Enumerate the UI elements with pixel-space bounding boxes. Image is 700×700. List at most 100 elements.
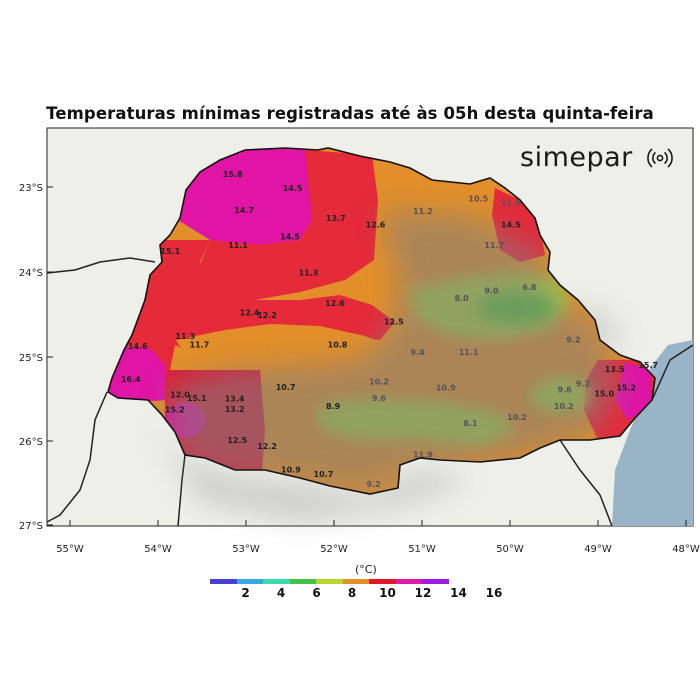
colorbar-tick: 16: [485, 586, 503, 600]
station-value: 12.4: [240, 308, 260, 317]
station-value: 12.2: [257, 311, 277, 320]
station-value: 14.7: [234, 206, 254, 215]
colorbar-swatch: [342, 579, 369, 584]
colorbar-tick: 12: [414, 586, 432, 600]
station-value: 8.9: [326, 402, 341, 411]
station-value: 13.5: [605, 365, 625, 374]
lon-label: 53°W: [232, 544, 260, 555]
station-value: 12.0: [170, 390, 190, 399]
ocean: [612, 340, 693, 526]
colorbar-swatch: [263, 579, 290, 584]
station-value: 14.6: [128, 342, 148, 351]
station-value: 11.9: [413, 450, 433, 459]
station-value: 15.2: [616, 384, 636, 393]
station-value: 14.5: [501, 221, 521, 230]
lon-label: 50°W: [496, 544, 524, 555]
colorbar-tick: 14: [450, 586, 467, 600]
station-value: 11.1: [459, 348, 479, 357]
station-value: 15.2: [165, 406, 185, 415]
lat-label: 24°S: [19, 268, 43, 279]
station-value: 9.4: [411, 348, 426, 357]
station-value: 10.5: [468, 194, 488, 203]
colorbar-tick: 10: [379, 586, 396, 600]
station-value: 10.9: [281, 466, 301, 475]
lon-label: 48°W: [672, 544, 700, 555]
station-value: 13.2: [225, 405, 245, 414]
axis-ticks: [47, 186, 687, 526]
station-value: 6.8: [522, 283, 537, 292]
station-value: 13.4: [225, 395, 245, 404]
logo-text: simepar: [520, 142, 633, 173]
station-value: 9.6: [372, 394, 387, 403]
station-value: 12.6: [325, 299, 345, 308]
radio-wave-icon: [646, 147, 673, 168]
colorbar-swatch: [422, 579, 449, 584]
station-value: 8.1: [463, 419, 478, 428]
station-value: 9.2: [566, 336, 580, 345]
lon-label: 54°W: [144, 544, 172, 555]
lon-label: 52°W: [320, 544, 348, 555]
station-value: 11.3: [175, 332, 195, 341]
lat-label: 25°S: [19, 353, 43, 364]
station-value: 14.5: [280, 232, 300, 241]
station-values: 15.8 14.5 14.7 13.7 12.6 11.2 10.5 11.8 14.5 11.7…: [121, 170, 658, 489]
lon-label: 51°W: [408, 544, 436, 555]
station-value: 11.7: [190, 341, 210, 350]
lon-label: 55°W: [56, 544, 84, 555]
station-value: 15.1: [187, 394, 207, 403]
colorbar-swatch: [369, 579, 396, 584]
lat-label: 23°S: [19, 183, 43, 194]
simepar-logo: simepar: [520, 142, 675, 173]
station-value: 15.0: [594, 390, 614, 399]
colorbar-labels: 2 4 6 8 10 12 14 16: [210, 586, 530, 602]
station-value: 11.3: [299, 269, 319, 278]
station-value: 10.7: [276, 383, 296, 392]
colorbar-swatch: [395, 579, 422, 584]
station-value: 12.5: [227, 436, 247, 445]
station-value: 13.7: [326, 214, 346, 223]
station-value: 12.6: [366, 221, 386, 230]
station-value: 15.7: [638, 361, 658, 370]
station-value: 11.7: [484, 241, 504, 250]
colorbar-tick: 4: [276, 586, 286, 600]
colorbar-tick: 2: [241, 586, 250, 600]
lon-label: 49°W: [584, 544, 612, 555]
colorbar-tick: 6: [312, 586, 321, 600]
lat-label: 27°S: [19, 521, 43, 532]
station-value: 10.7: [314, 470, 334, 479]
colorbar-swatch: [236, 579, 263, 584]
station-value: 8.0: [455, 294, 470, 303]
colorbar-swatch: [289, 579, 316, 584]
station-value: 10.2: [507, 413, 527, 422]
colorbar-swatch: [210, 579, 237, 584]
neighbor-borders: [46, 257, 694, 527]
station-value: 15.8: [223, 170, 243, 179]
mask-outside: [150, 300, 620, 520]
station-value: 9.2: [576, 379, 590, 388]
colorbar-tick: 8: [347, 586, 357, 600]
station-value: 10.8: [328, 341, 348, 350]
station-value: 9.2: [367, 480, 381, 489]
temperature-field: [108, 148, 655, 494]
colorbar: [210, 579, 449, 584]
map-title: Temperaturas mínimas registradas até às …: [46, 104, 654, 123]
station-value: 14.5: [283, 184, 303, 193]
station-value: 9.0: [484, 287, 499, 296]
station-value: 10.2: [369, 378, 389, 387]
station-value: 12.2: [257, 442, 277, 451]
station-value: 15.1: [160, 247, 180, 256]
station-value: 12.5: [384, 318, 404, 327]
lat-label: 26°S: [19, 437, 43, 448]
longitude-labels: 55°W 54°W 53°W 52°W 51°W 50°W 49°W 48°W: [56, 544, 700, 555]
station-value: 11.8: [501, 199, 521, 208]
station-value: 10.9: [436, 384, 456, 393]
colorbar-swatch: [316, 579, 343, 584]
station-value: 10.2: [554, 402, 574, 411]
latitude-labels: 23°S 24°S 25°S 26°S 27°S: [19, 183, 43, 532]
station-value: 9.6: [558, 385, 573, 394]
station-value: 11.1: [228, 241, 248, 250]
station-value: 11.2: [413, 207, 433, 216]
station-value: 16.4: [121, 375, 141, 384]
colorbar-unit: (°C): [355, 563, 377, 576]
